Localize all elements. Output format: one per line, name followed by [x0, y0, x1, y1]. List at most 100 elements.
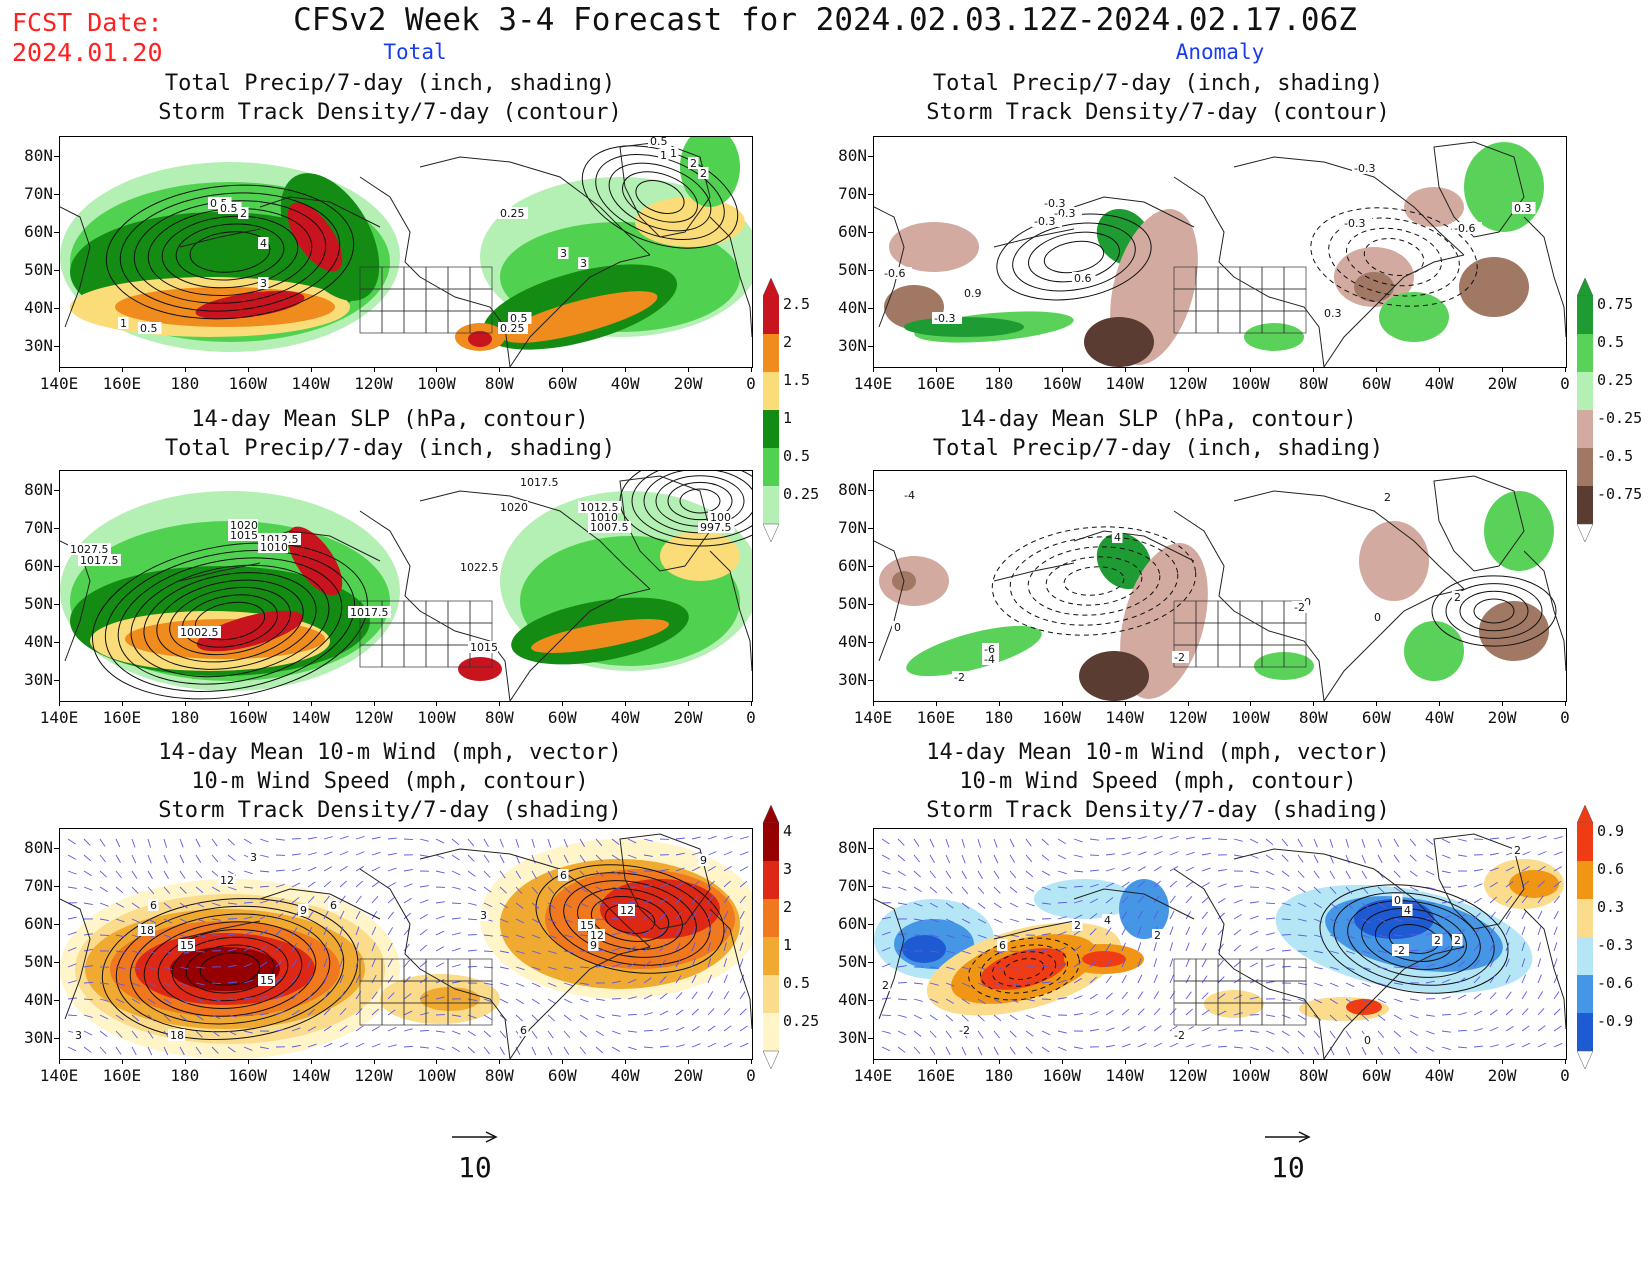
wind-vector	[323, 851, 333, 856]
wind-vector	[977, 966, 987, 971]
contour-label: 18	[140, 924, 154, 937]
wind-vector	[627, 915, 637, 920]
wind-vector	[1329, 1014, 1337, 1022]
wind-vector	[483, 870, 491, 878]
state-boundary	[1217, 622, 1241, 646]
wind-vector	[1473, 1028, 1483, 1032]
contour-label: 1010	[260, 541, 288, 554]
lon-tick-label: 140E	[39, 1066, 79, 1085]
wind-vector	[1521, 851, 1531, 856]
wind-vector	[163, 870, 169, 879]
lat-tick-label: 30N	[838, 1028, 867, 1047]
wind-vector	[1121, 866, 1131, 872]
lon-tick	[1313, 367, 1315, 372]
wind-vector	[1105, 897, 1114, 904]
lon-tick-label: 40W	[1424, 1066, 1454, 1085]
wind-vector	[179, 854, 185, 864]
contour-line	[157, 929, 303, 1009]
contour-label: 4	[1104, 914, 1111, 927]
contour-label: 2	[700, 167, 707, 180]
shaded-area	[1082, 951, 1126, 967]
wind-vector	[1489, 1009, 1498, 1016]
wind-vector	[371, 1025, 380, 1032]
wind-vector	[1361, 870, 1368, 879]
wind-vector	[707, 1008, 715, 1016]
forecast-date-label: FCST Date:	[12, 8, 163, 37]
lon-tick-label: 0	[1560, 374, 1570, 393]
wind-vector	[195, 918, 205, 923]
wind-vector	[243, 979, 253, 984]
lon-tick	[625, 1059, 627, 1064]
wind-vector	[195, 998, 205, 1003]
wind-vector	[977, 1046, 983, 1056]
lon-tick-label: 180	[984, 374, 1014, 393]
contour-label: 15	[260, 974, 274, 987]
wind-vector	[227, 854, 236, 861]
wind-vector	[451, 886, 461, 890]
wind-vector	[1457, 994, 1467, 1000]
wind-vector	[739, 1008, 747, 1016]
reference-vector-label: 10	[1271, 1151, 1305, 1184]
wind-vector	[1121, 991, 1128, 1000]
wind-vector	[483, 934, 493, 937]
wind-vector	[723, 1025, 732, 1032]
coastline	[1523, 550, 1566, 672]
wind-vector	[1105, 853, 1115, 856]
map-canvas: -0.3-0.3-0.3-0.60.9-0.30.6-0.3-0.3 -0.60.…	[874, 141, 1566, 367]
wind-vector	[99, 870, 107, 878]
wind-vector	[1329, 966, 1339, 971]
wind-vector	[1505, 991, 1512, 1000]
wind-vector	[993, 966, 1003, 970]
wind-vector	[163, 966, 173, 971]
wind-vector	[339, 926, 344, 936]
contour-label-bg	[1452, 222, 1482, 234]
wind-vector	[739, 851, 749, 856]
wind-vector	[227, 981, 237, 984]
contour-line	[1012, 222, 1136, 292]
wind-vector	[547, 838, 552, 848]
wind-vector	[1553, 991, 1560, 1000]
colorbar-segment	[763, 334, 779, 372]
contour-label: 0	[1364, 1034, 1371, 1047]
wind-vector	[1281, 902, 1291, 906]
contour-label: 3	[260, 277, 267, 290]
wind-vector	[1409, 933, 1420, 936]
wind-vector	[1105, 1044, 1115, 1048]
wind-vector	[419, 1030, 430, 1032]
column-label-total: Total	[383, 40, 447, 64]
wind-vector	[977, 1014, 985, 1022]
wind-vector	[1425, 1014, 1435, 1017]
wind-vector	[1249, 946, 1259, 952]
wind-vector	[1169, 835, 1179, 840]
contour-label-bg	[1392, 944, 1409, 956]
lat-tick-label: 80N	[838, 480, 867, 499]
lon-tick-label: 80W	[484, 708, 514, 727]
wind-vector	[579, 998, 589, 1003]
wind-vector	[371, 1008, 379, 1016]
state-boundary	[1195, 288, 1219, 312]
contour-label-bg	[618, 904, 635, 916]
wind-vector	[1425, 1030, 1435, 1035]
state-boundary	[469, 958, 493, 982]
wind-vector	[1281, 998, 1291, 1001]
wind-vector	[1441, 946, 1450, 952]
wind-vector	[1057, 916, 1067, 920]
wind-vector	[515, 886, 523, 894]
wind-vector	[1089, 838, 1099, 841]
wind-vector	[435, 854, 445, 859]
wind-vector	[115, 982, 125, 986]
wind-vector	[1121, 1043, 1131, 1048]
wind-vector	[675, 975, 682, 984]
wind-vector	[243, 946, 253, 952]
wind-vector	[1537, 835, 1547, 840]
wind-vector	[1089, 960, 1097, 968]
lat-tick	[54, 886, 59, 887]
wind-vector	[259, 945, 268, 952]
lon-tick	[751, 701, 752, 706]
wind-vector	[1233, 929, 1242, 936]
wind-vector	[371, 991, 378, 1000]
wind-vector	[1201, 837, 1212, 840]
wind-vector	[1521, 926, 1526, 936]
wind-vector	[1361, 950, 1371, 954]
wind-vector	[1185, 881, 1194, 888]
